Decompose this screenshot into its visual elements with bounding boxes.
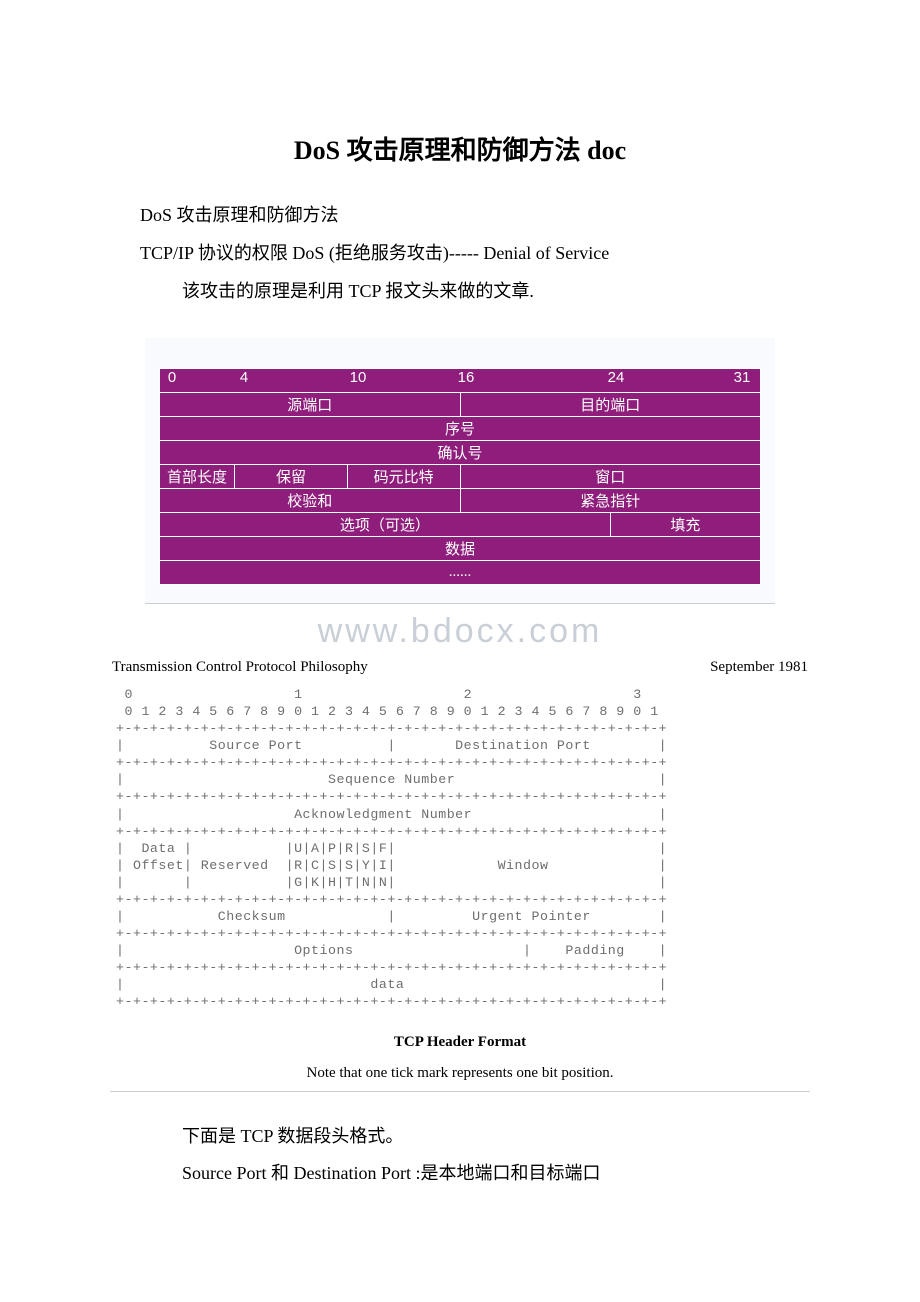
- figure-tcp-header-cn: 0 4 10 16 24 31 源端口目的端口序号确认号首部长度保留码元比特窗口校验和紧急…: [145, 338, 775, 604]
- figure1-row: 源端口目的端口: [160, 393, 761, 417]
- document-page: DoS 攻击原理和防御方法 doc DoS 攻击原理和防御方法 TCP/IP 协…: [0, 0, 920, 1253]
- figure2-header: Transmission Control Protocol Philosophy…: [110, 655, 810, 686]
- figure2-note: Note that one tick mark represents one b…: [110, 1065, 810, 1082]
- figure2-ascii-diagram: 0 1 2 3 0 1 2 3 4 5 6 7 8 9 0 1 2 3 4 5 …: [110, 686, 810, 1009]
- figure1-cell: 窗口: [460, 465, 761, 489]
- intro-line-3: 该攻击的原理是利用 TCP 报文头来做的文章.: [110, 273, 810, 311]
- figure1-cell: 目的端口: [460, 393, 761, 417]
- outro-line-1: 下面是 TCP 数据段头格式。: [110, 1118, 810, 1156]
- outro-line-2: Source Port 和 Destination Port :是本地端口和目标…: [110, 1155, 810, 1193]
- figure1-row: ......: [160, 561, 761, 585]
- figure1-cell: 源端口: [160, 393, 461, 417]
- figure1-cell: 确认号: [160, 441, 761, 465]
- figure1-bit-ruler: 0 4 10 16 24 31: [159, 368, 761, 392]
- figure1-cell: 序号: [160, 417, 761, 441]
- figure2-header-left: Transmission Control Protocol Philosophy: [112, 659, 368, 676]
- figure2-header-right: September 1981: [710, 659, 808, 676]
- figure1-cell: 填充: [610, 513, 760, 537]
- figure1-cell: 紧急指针: [460, 489, 761, 513]
- document-title: DoS 攻击原理和防御方法 doc: [110, 130, 810, 167]
- figure1-tick: 31: [734, 369, 751, 386]
- figure1-tick: 16: [458, 369, 475, 386]
- intro-line-2: TCP/IP 协议的权限 DoS (拒绝服务攻击)----- Denial of…: [110, 235, 810, 273]
- figure1-panel: 0 4 10 16 24 31 源端口目的端口序号确认号首部长度保留码元比特窗口校验和紧急…: [145, 338, 775, 604]
- figure1-row: 数据: [160, 537, 761, 561]
- figure2-bottom-rule: [110, 1088, 810, 1092]
- figure1-tick: 4: [240, 369, 248, 386]
- figure1-cell: 数据: [160, 537, 761, 561]
- figure1-tick: 10: [350, 369, 367, 386]
- figure1-table: 源端口目的端口序号确认号首部长度保留码元比特窗口校验和紧急指针选项（可选）填充数…: [159, 392, 761, 585]
- figure1-cell: 首部长度: [160, 465, 235, 489]
- figure1-row: 选项（可选）填充: [160, 513, 761, 537]
- watermark-text: www.bdocx.com: [110, 612, 810, 651]
- figure1-tick: 24: [608, 369, 625, 386]
- figure1-row: 确认号: [160, 441, 761, 465]
- figure1-row: 序号: [160, 417, 761, 441]
- figure1-cell: 选项（可选）: [160, 513, 611, 537]
- figure-tcp-header-ascii: Transmission Control Protocol Philosophy…: [110, 655, 810, 1091]
- figure1-cell: ......: [160, 561, 761, 585]
- figure1-row: 首部长度保留码元比特窗口: [160, 465, 761, 489]
- figure1-cell: 校验和: [160, 489, 461, 513]
- figure1-row: 校验和紧急指针: [160, 489, 761, 513]
- intro-line-1: DoS 攻击原理和防御方法: [110, 197, 810, 235]
- figure1-cell: 保留: [235, 465, 348, 489]
- figure1-tick: 0: [168, 369, 176, 386]
- figure1-cell: 码元比特: [347, 465, 460, 489]
- figure2-caption: TCP Header Format: [110, 1034, 810, 1051]
